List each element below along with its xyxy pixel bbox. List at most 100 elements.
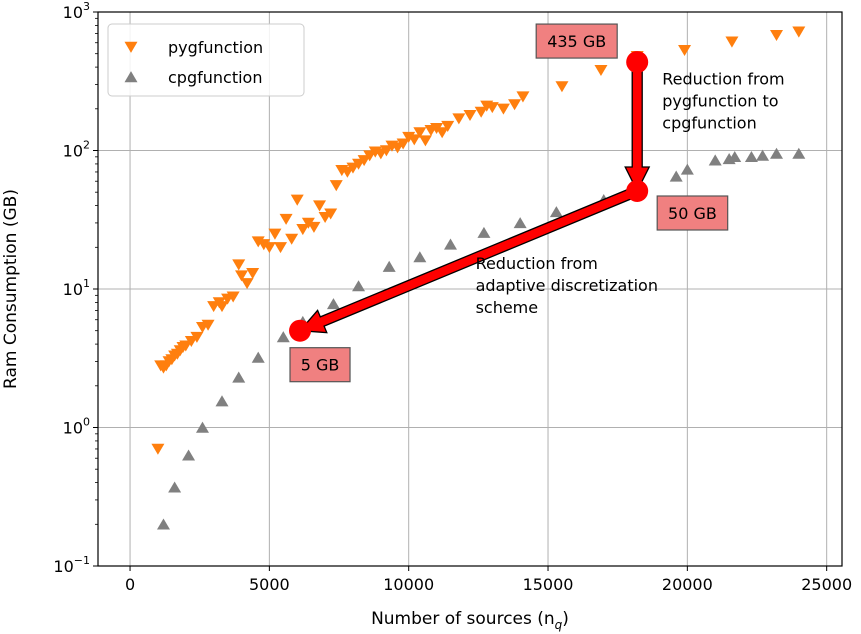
legend-label: cpgfunction (168, 68, 262, 87)
y-axis-label: Ram Consumption (GB) (1, 189, 21, 389)
pygfunction-point (246, 268, 260, 280)
highlight-point (289, 319, 312, 342)
value-label: 5 GB (301, 356, 340, 375)
highlight-point (626, 51, 649, 74)
cpgfunction-point (382, 260, 396, 272)
x-axis-label-sub: q (555, 618, 563, 632)
y-tick-label: 101 (63, 277, 90, 299)
pygfunction-point (324, 208, 338, 220)
pygfunction-point (379, 145, 393, 157)
legend-marker (124, 71, 138, 83)
reduction-arrow (298, 185, 640, 334)
cpgfunction-point (728, 150, 742, 163)
cpgfunction-point (156, 518, 170, 530)
pygfunction-point (441, 120, 455, 132)
pygfunction-point (279, 213, 293, 225)
pygfunction-point (792, 26, 806, 38)
pygfunction-point (357, 155, 371, 167)
pygfunction-point (313, 200, 327, 212)
pygfunction-point (251, 236, 265, 248)
pygfunction-point (555, 81, 569, 93)
pygfunction-point (240, 278, 254, 290)
x-axis-label: Number of sources (nq) (371, 609, 569, 632)
cpgfunction-point (413, 251, 427, 263)
annotations: 435 GB 50 GB 5 GB Reduction from pygfunction… (289, 23, 785, 383)
cpgfunction-point (549, 206, 563, 218)
cpgfunction-point (182, 449, 196, 461)
pygfunction-point (407, 134, 421, 146)
pygfunction-point (190, 331, 204, 343)
cpgfunction-point (669, 170, 683, 182)
cpgfunction-point (680, 163, 694, 175)
pygfunction-point (770, 29, 784, 42)
legend-marker (124, 41, 138, 53)
cpgfunction-point (251, 351, 265, 363)
pygfunction-point (496, 103, 510, 115)
cpgfunction-point (708, 154, 722, 166)
pygfunction-point (678, 44, 692, 57)
pygfunction-point (463, 109, 477, 121)
pygfunction-point (594, 64, 608, 77)
pygfunction-point (215, 301, 229, 313)
reduction-arrow (624, 61, 651, 193)
pygfunction-point (262, 242, 276, 254)
cpgfunction-point (168, 481, 182, 493)
pygfunction-point (435, 127, 449, 139)
cpgfunction-point (276, 331, 290, 343)
x-tick-label: 25000 (801, 575, 852, 594)
cpgfunction-point (352, 280, 366, 292)
value-label-box (535, 23, 618, 59)
cpgfunction-point (215, 395, 229, 407)
pygfunction-point (268, 228, 282, 240)
pygfunction-point (179, 340, 193, 352)
x-tick-label: 0 (125, 575, 135, 594)
pygfunction-point (257, 239, 271, 251)
cpgfunction-point (195, 421, 209, 433)
cpgfunction-point (232, 371, 246, 383)
highlight-point (626, 180, 649, 203)
pygfunction-point (452, 113, 466, 125)
cpgfunction-point (792, 147, 806, 159)
cpgfunction-point (744, 150, 758, 163)
pygfunction-point (725, 36, 739, 48)
series-pygfunction (151, 26, 806, 455)
pygfunction-point (274, 242, 288, 254)
pygfunction-point (285, 233, 299, 245)
pygfunction-point (396, 138, 410, 150)
cpgfunction-point (770, 147, 784, 159)
legend: pygfunction cpgfunction (107, 23, 305, 97)
y-tick-label: 100 (63, 416, 90, 438)
annotation-text: Reduction from pygfunction to cpgfunction (662, 69, 784, 132)
cpgfunction-point (443, 238, 457, 250)
x-tick-label: 15000 (523, 575, 574, 594)
cpgfunction-point (477, 226, 491, 238)
legend-label: pygfunction (168, 38, 263, 57)
pygfunction-point (413, 127, 427, 139)
pygfunction-point (418, 135, 432, 147)
cpgfunction-point (513, 217, 527, 229)
pygfunction-point (296, 224, 310, 236)
annotation-text: Reduction from adaptive discretization sch… (476, 254, 658, 317)
x-tick-label: 5000 (249, 575, 290, 594)
pygfunction-point (226, 291, 240, 303)
pygfunction-point (474, 106, 488, 118)
y-tick-label: 103 (63, 0, 90, 22)
cpgfunction-point (326, 298, 340, 310)
pygfunction-point (232, 259, 246, 271)
axis-ticks: 0 5000 10000 15000 20000 25000 10−1 100 101 102 10… (53, 0, 852, 594)
pygfunction-point (307, 221, 321, 233)
pygfunction-point (485, 102, 499, 114)
value-label: 435 GB (547, 32, 606, 51)
cpgfunction-point (756, 149, 770, 161)
pygfunction-point (151, 443, 165, 455)
pygfunction-point (516, 91, 530, 103)
y-tick-label: 102 (63, 139, 90, 161)
pygfunction-point (235, 270, 249, 282)
pygfunction-point (201, 319, 215, 331)
pygfunction-point (508, 99, 522, 111)
legend-box (107, 23, 305, 97)
value-label-box (289, 347, 351, 383)
x-tick-label: 10000 (383, 575, 434, 594)
value-label: 50 GB (668, 204, 717, 223)
